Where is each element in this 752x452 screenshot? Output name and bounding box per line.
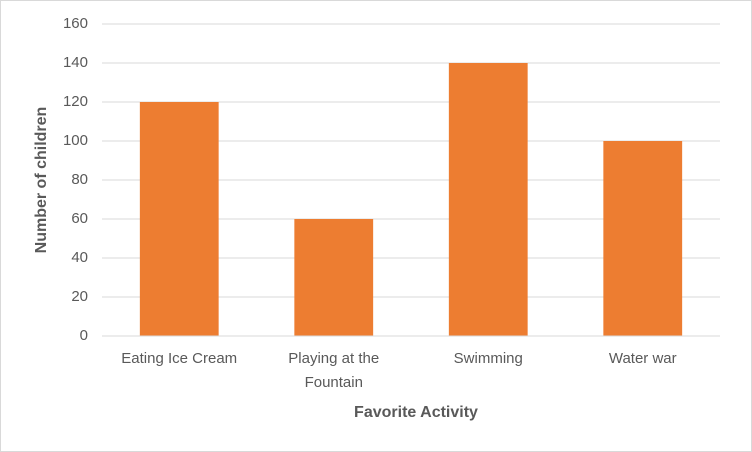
y-tick-label: 20 — [71, 288, 88, 305]
y-tick-label: 140 — [63, 54, 88, 71]
y-tick-label: 40 — [71, 249, 88, 266]
y-tick-label: 0 — [80, 327, 88, 344]
y-tick-label: 60 — [71, 210, 88, 227]
bar — [139, 102, 219, 336]
y-tick-label: 100 — [63, 132, 88, 149]
y-tick-label: 80 — [71, 171, 88, 188]
x-tick-label: Swimming — [454, 350, 523, 367]
y-axis-title: Number of children — [33, 107, 50, 254]
y-tick-label: 160 — [63, 15, 88, 32]
x-tick-label: Eating Ice Cream — [121, 350, 237, 367]
x-tick-label: Water war — [609, 350, 677, 367]
y-tick-label: 120 — [63, 93, 88, 110]
bar — [294, 219, 374, 336]
x-tick-label: Playing at the Fountain — [288, 350, 379, 391]
bar — [448, 63, 528, 336]
bar — [603, 141, 683, 336]
x-axis-title: Favorite Activity — [354, 404, 478, 421]
